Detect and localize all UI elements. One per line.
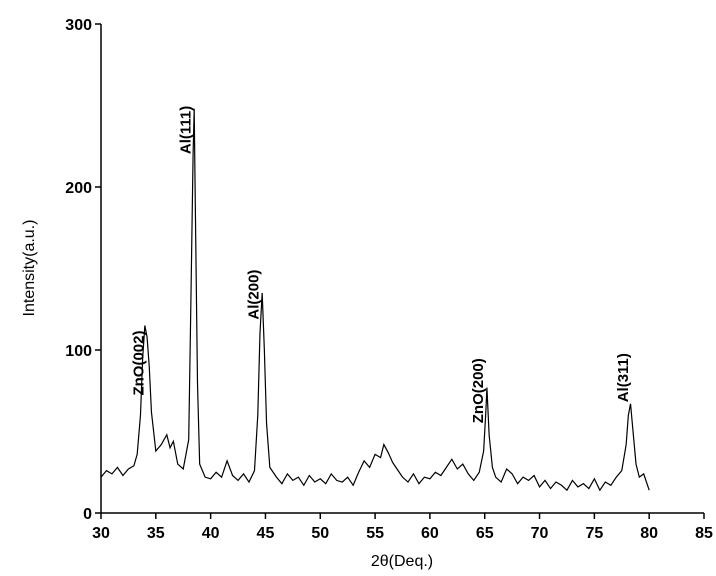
peak-label: Al(200) bbox=[245, 270, 262, 320]
x-tick-label: 85 bbox=[695, 525, 713, 542]
y-axis-label: Intensity(a.u.) bbox=[21, 220, 38, 317]
peak-label: Al(111) bbox=[177, 106, 194, 154]
x-tick-label: 45 bbox=[257, 525, 275, 542]
peak-label: ZnO(200) bbox=[470, 358, 487, 423]
x-tick-label: 30 bbox=[92, 525, 110, 542]
x-tick-label: 35 bbox=[147, 525, 165, 542]
x-tick-label: 70 bbox=[531, 525, 549, 542]
x-tick-label: 40 bbox=[202, 525, 220, 542]
x-tick-label: 65 bbox=[476, 525, 494, 542]
x-tick-label: 75 bbox=[585, 525, 603, 542]
data-line bbox=[100, 108, 650, 492]
peak-label: Al(311) bbox=[615, 353, 632, 402]
x-axis-label: 2θ(Deq.) bbox=[371, 553, 433, 570]
y-tick-label: 300 bbox=[65, 17, 92, 34]
peak-label: ZnO(002) bbox=[130, 331, 147, 396]
x-tick-label: 55 bbox=[366, 525, 384, 542]
x-tick-label: 50 bbox=[311, 525, 329, 542]
y-tick-label: 100 bbox=[65, 343, 92, 360]
y-tick-label: 0 bbox=[83, 506, 92, 523]
x-tick-label: 60 bbox=[421, 525, 439, 542]
x-tick-label: 80 bbox=[640, 525, 658, 542]
y-tick-label: 200 bbox=[65, 180, 92, 197]
